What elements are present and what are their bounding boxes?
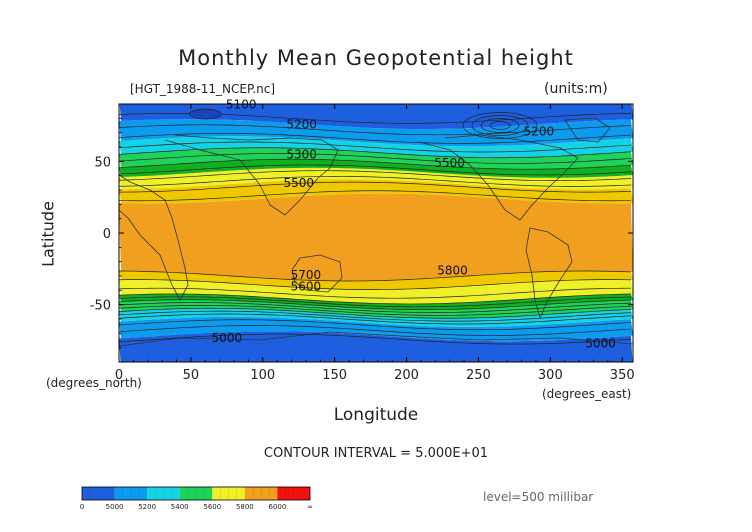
contour-lines xyxy=(119,108,632,345)
colorbar-frame xyxy=(81,486,311,501)
colorbar-swatch-5 xyxy=(244,487,278,500)
y-tick-label-2: 50 xyxy=(94,155,111,170)
y-tick-label-0: -50 xyxy=(90,299,111,314)
x-axis-unit-left: (degrees_north) xyxy=(46,376,142,390)
contour-band-14 xyxy=(119,104,633,130)
contour-line-9 xyxy=(119,296,632,308)
colorbar-swatch-0 xyxy=(82,487,115,500)
contour-band-0 xyxy=(119,331,633,362)
chart-title: Monthly Mean Geopotential height xyxy=(178,46,574,70)
x-tick-label-1: 50 xyxy=(183,368,200,383)
contour-line-24 xyxy=(119,124,632,136)
x-tick-label-7: 350 xyxy=(610,368,635,383)
contour-line-21 xyxy=(119,147,632,159)
low-ring-3 xyxy=(462,112,538,139)
coastline-greenland xyxy=(564,117,611,143)
x-axis-unit-right: (degrees_east) xyxy=(542,387,632,401)
contour-label-1: 5200 xyxy=(286,117,317,131)
coastline-asia xyxy=(164,134,339,216)
contour-line-1 xyxy=(119,325,632,336)
contour-label-2: 5200 xyxy=(524,125,555,139)
contour-band-10 xyxy=(119,159,633,178)
contour-band-4 xyxy=(119,293,633,310)
colorbar-label-0: 0 xyxy=(80,503,84,511)
contour-line-14 xyxy=(119,190,632,202)
low-ring-1 xyxy=(480,118,520,133)
contour-line-13 xyxy=(119,270,632,282)
x-tick-label-0: 0 xyxy=(115,368,123,383)
colorbar-label-1: 5000 xyxy=(106,503,124,511)
y-axis-ticks: -50 0 50 xyxy=(90,117,633,349)
contour-line-6 xyxy=(119,305,632,316)
contour-label-9: 5000 xyxy=(212,331,243,345)
contour-line-5 xyxy=(119,307,632,319)
contour-label-3: 5300 xyxy=(286,147,317,161)
coastline-australia xyxy=(291,254,343,293)
contour-line-12 xyxy=(119,279,632,290)
contour-label-4: 5500 xyxy=(434,156,465,170)
x-tick-label-2: 100 xyxy=(250,368,275,383)
contour-label-5: 5500 xyxy=(283,176,314,190)
contour-line-17 xyxy=(119,170,632,182)
colorbar-swatch-4 xyxy=(212,487,245,500)
colorbar-swatch-1 xyxy=(114,487,148,500)
colorbar-label-3: 5400 xyxy=(171,503,189,511)
contour-label-8: 5600 xyxy=(291,279,322,293)
coastline-south-america xyxy=(525,227,573,320)
contour-band-6 xyxy=(119,271,633,290)
contour-line-10 xyxy=(119,293,632,305)
x-tick-label-6: 300 xyxy=(538,368,563,383)
contour-line-8 xyxy=(119,299,632,311)
contour-line-18 xyxy=(119,164,632,176)
contour-line-22 xyxy=(119,141,632,153)
contour-line-19 xyxy=(119,158,632,170)
level-text: level=500 millibar xyxy=(483,490,594,504)
low-ring-0 xyxy=(489,121,511,130)
contour-line-7 xyxy=(119,302,632,313)
contour-line-16 xyxy=(119,176,632,187)
units-label: (units:m) xyxy=(544,81,608,97)
contour-line-20 xyxy=(119,153,632,164)
contour-line-11 xyxy=(119,287,632,299)
colorbar-swatch-6 xyxy=(277,487,310,500)
contour-band-5 xyxy=(119,279,633,304)
low-ring-2 xyxy=(471,115,529,136)
file-name-label: [HGT_1988-11_NCEP.nc] xyxy=(130,82,276,96)
contour-label-6: 5700 xyxy=(291,268,322,282)
colorbar-swatch-2 xyxy=(147,487,180,500)
y-tick-label-1: 0 xyxy=(103,227,111,242)
contour-interval-text: CONTOUR INTERVAL = 5.000E+01 xyxy=(263,446,489,461)
x-tick-label-5: 250 xyxy=(466,368,491,383)
contour-label-7: 5800 xyxy=(437,264,468,278)
colorbar: 0 5000 5200 5400 5600 5800 6000 ∞ xyxy=(80,486,313,511)
contour-band-8 xyxy=(119,179,633,204)
contour-band-12 xyxy=(119,136,633,158)
contour-band-2 xyxy=(119,308,633,327)
colorbar-swatch-3 xyxy=(179,487,213,500)
polar-low-north xyxy=(188,108,222,120)
x-axis-label: Longitude xyxy=(333,405,419,425)
x-axis-ticks: 0 50 100 150 200 250 300 350 xyxy=(115,104,635,383)
coastline-antarctica xyxy=(119,331,633,347)
colorbar-label-4: 5600 xyxy=(203,503,221,511)
contour-line-4 xyxy=(119,310,632,322)
contour-band-7 xyxy=(119,193,633,281)
contour-label-10: 5000 xyxy=(585,337,616,351)
contour-line-15 xyxy=(119,181,632,193)
contour-line-3 xyxy=(119,313,632,325)
contour-line-0 xyxy=(119,333,632,345)
colorbar-label-6: 6000 xyxy=(269,503,287,511)
contour-band-11 xyxy=(119,147,633,170)
colorbar-label-2: 5200 xyxy=(138,503,156,511)
colorbar-label-5: 5800 xyxy=(236,503,254,511)
contour-line-23 xyxy=(119,133,632,144)
contour-line-2 xyxy=(119,319,632,331)
x-tick-label-4: 200 xyxy=(394,368,419,383)
x-tick-label-3: 150 xyxy=(322,368,347,383)
colorbar-label-7: ∞ xyxy=(307,503,313,511)
